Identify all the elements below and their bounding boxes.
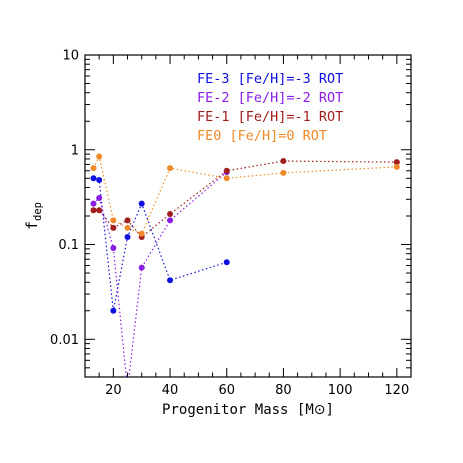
x-tick-label: 120 [384, 383, 409, 398]
x-tick-label: 100 [328, 383, 353, 398]
data-point-series-3 [280, 169, 287, 176]
data-point-series-2 [90, 207, 97, 214]
data-point-series-1 [125, 386, 131, 392]
data-point-series-3 [393, 163, 400, 170]
data-point-series-0 [223, 259, 230, 266]
data-point-series-2 [167, 210, 174, 217]
x-axis-title: Progenitor Mass [M⊙] [162, 402, 334, 418]
series-line-0 [93, 177, 227, 311]
data-point-series-2 [96, 207, 103, 214]
y-axis-title: fdep [23, 202, 44, 230]
y-tick-label: 1 [71, 143, 79, 158]
data-point-series-0 [110, 307, 117, 314]
series-line-3 [92, 154, 397, 235]
legend-entry-0: FE-3 [Fe/H]=-3 ROT [197, 71, 343, 87]
data-point-series-0 [138, 200, 145, 207]
data-point-series-1 [167, 217, 174, 224]
y-tick-label: 10 [62, 49, 79, 64]
y-tick-label: 0.1 [58, 238, 79, 253]
data-point-series-1 [138, 264, 145, 271]
data-point-series-2 [223, 167, 230, 174]
legend-entry-1: FE-2 [Fe/H]=-2 ROT [197, 90, 343, 106]
y-tick-label: 0.01 [50, 333, 79, 348]
legend-entry-2: FE-1 [Fe/H]=-1 ROT [197, 109, 343, 125]
data-point-series-2 [110, 224, 117, 231]
data-point-series-1 [90, 200, 97, 207]
data-point-series-2 [124, 217, 131, 224]
data-point-series-1 [110, 244, 117, 251]
x-tick-label: 60 [218, 383, 235, 398]
series-lines [92, 154, 397, 377]
data-point-series-3 [110, 217, 117, 224]
legend: FE-3 [Fe/H]=-3 ROT FE-2 [Fe/H]=-2 ROT FE-1… [197, 71, 343, 144]
data-point-series-0 [124, 234, 131, 241]
legend-entry-3: FE0 [Fe/H]=0 ROT [197, 128, 327, 144]
series-line-1 [93, 171, 228, 377]
data-point-series-3 [167, 165, 174, 172]
x-tick-label: 80 [275, 383, 292, 398]
data-point-series-3 [124, 224, 131, 231]
data-point-series-3 [138, 230, 145, 237]
data-point-series-0 [167, 277, 174, 284]
data-point-series-0 [90, 175, 97, 182]
data-point-series-2 [280, 158, 287, 165]
x-tick-label: 20 [105, 383, 122, 398]
data-point-series-0 [96, 176, 103, 183]
data-point-series-2 [393, 159, 400, 166]
data-point-series-3 [96, 153, 103, 160]
series-line-2 [93, 160, 397, 238]
series-points [90, 153, 400, 392]
data-point-series-3 [223, 175, 230, 182]
data-point-series-3 [90, 165, 97, 172]
data-point-series-1 [96, 194, 103, 201]
x-tick-label: 40 [162, 383, 179, 398]
axis-ticks: 20 40 60 80 100 120 0.01 0.1 1 10 [50, 49, 412, 398]
